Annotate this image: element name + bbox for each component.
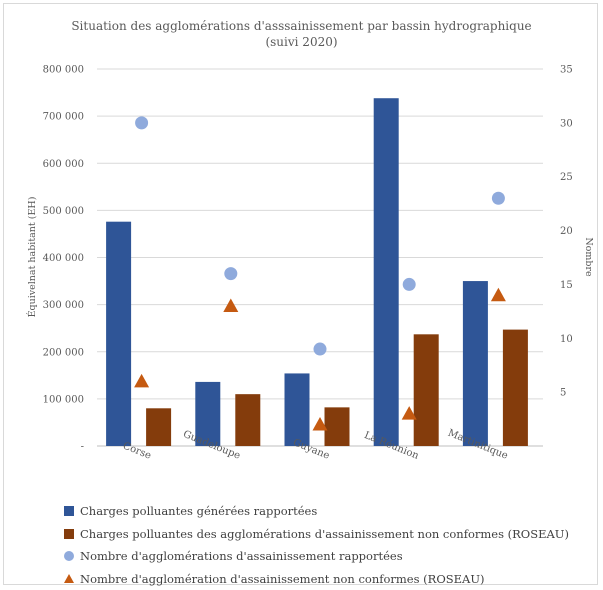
bar-generated	[463, 281, 488, 446]
legend-swatch	[64, 506, 74, 516]
legend-item: Nombre d'agglomérations d'assainissement…	[64, 545, 569, 568]
y2-tick-label: 15	[560, 280, 573, 291]
legend: Charges polluantes générées rapportées Ch…	[64, 500, 569, 590]
y2-tick-label: 25	[560, 172, 573, 183]
legend-swatch	[64, 551, 74, 561]
legend-item: Nombre d'agglomération d'assainissement …	[64, 568, 569, 590]
bar-non-compliant	[146, 408, 171, 446]
point-reported-count	[224, 267, 237, 280]
point-non-compliant-count	[491, 288, 506, 302]
legend-label: Charges polluantes générées rapportées	[80, 504, 317, 518]
y-tick-label: 800 000	[43, 65, 84, 76]
bar-generated	[374, 98, 399, 446]
legend-swatch	[64, 529, 74, 539]
y2-tick-label: 20	[560, 226, 573, 237]
y-tick-label: 200 000	[43, 347, 84, 358]
y-tick-label: 100 000	[43, 394, 84, 405]
bar-non-compliant	[235, 394, 260, 446]
point-reported-count	[403, 278, 416, 291]
y2-tick-label: 35	[560, 65, 573, 76]
point-non-compliant-count	[223, 298, 238, 312]
legend-label: Nombre d'agglomération d'assainissement …	[80, 572, 485, 586]
y-tick-label: 400 000	[43, 253, 84, 264]
point-reported-count	[492, 192, 505, 205]
point-reported-count	[314, 343, 327, 356]
bar-non-compliant	[414, 334, 439, 446]
bar-generated	[106, 222, 131, 446]
y2-axis-title: Nombre	[583, 237, 594, 277]
y2-tick-label: 5	[560, 388, 566, 399]
y-tick-label: 300 000	[43, 300, 84, 311]
legend-label: Nombre d'agglomérations d'assainissement…	[80, 549, 403, 563]
bar-generated	[285, 373, 310, 446]
legend-label: Charges polluantes des agglomérations d'…	[80, 527, 569, 541]
legend-item: Charges polluantes générées rapportées	[64, 500, 569, 523]
y-tick-label: 700 000	[43, 112, 84, 123]
bar-non-compliant	[325, 407, 350, 446]
y-tick-label: 600 000	[43, 159, 84, 170]
y-axis-title: Équivelnat habitant (EH)	[26, 197, 38, 318]
y2-tick-label: 10	[560, 334, 573, 345]
bar-non-compliant	[503, 330, 528, 446]
bars	[106, 98, 528, 446]
point-reported-count	[135, 116, 148, 129]
y2-tick-label: 30	[560, 118, 573, 129]
point-non-compliant-count	[134, 374, 149, 388]
legend-swatch	[64, 574, 74, 583]
y-tick-label: 500 000	[43, 206, 84, 217]
legend-item: Charges polluantes des agglomérations d'…	[64, 523, 569, 546]
y-tick-label: -	[81, 442, 84, 453]
